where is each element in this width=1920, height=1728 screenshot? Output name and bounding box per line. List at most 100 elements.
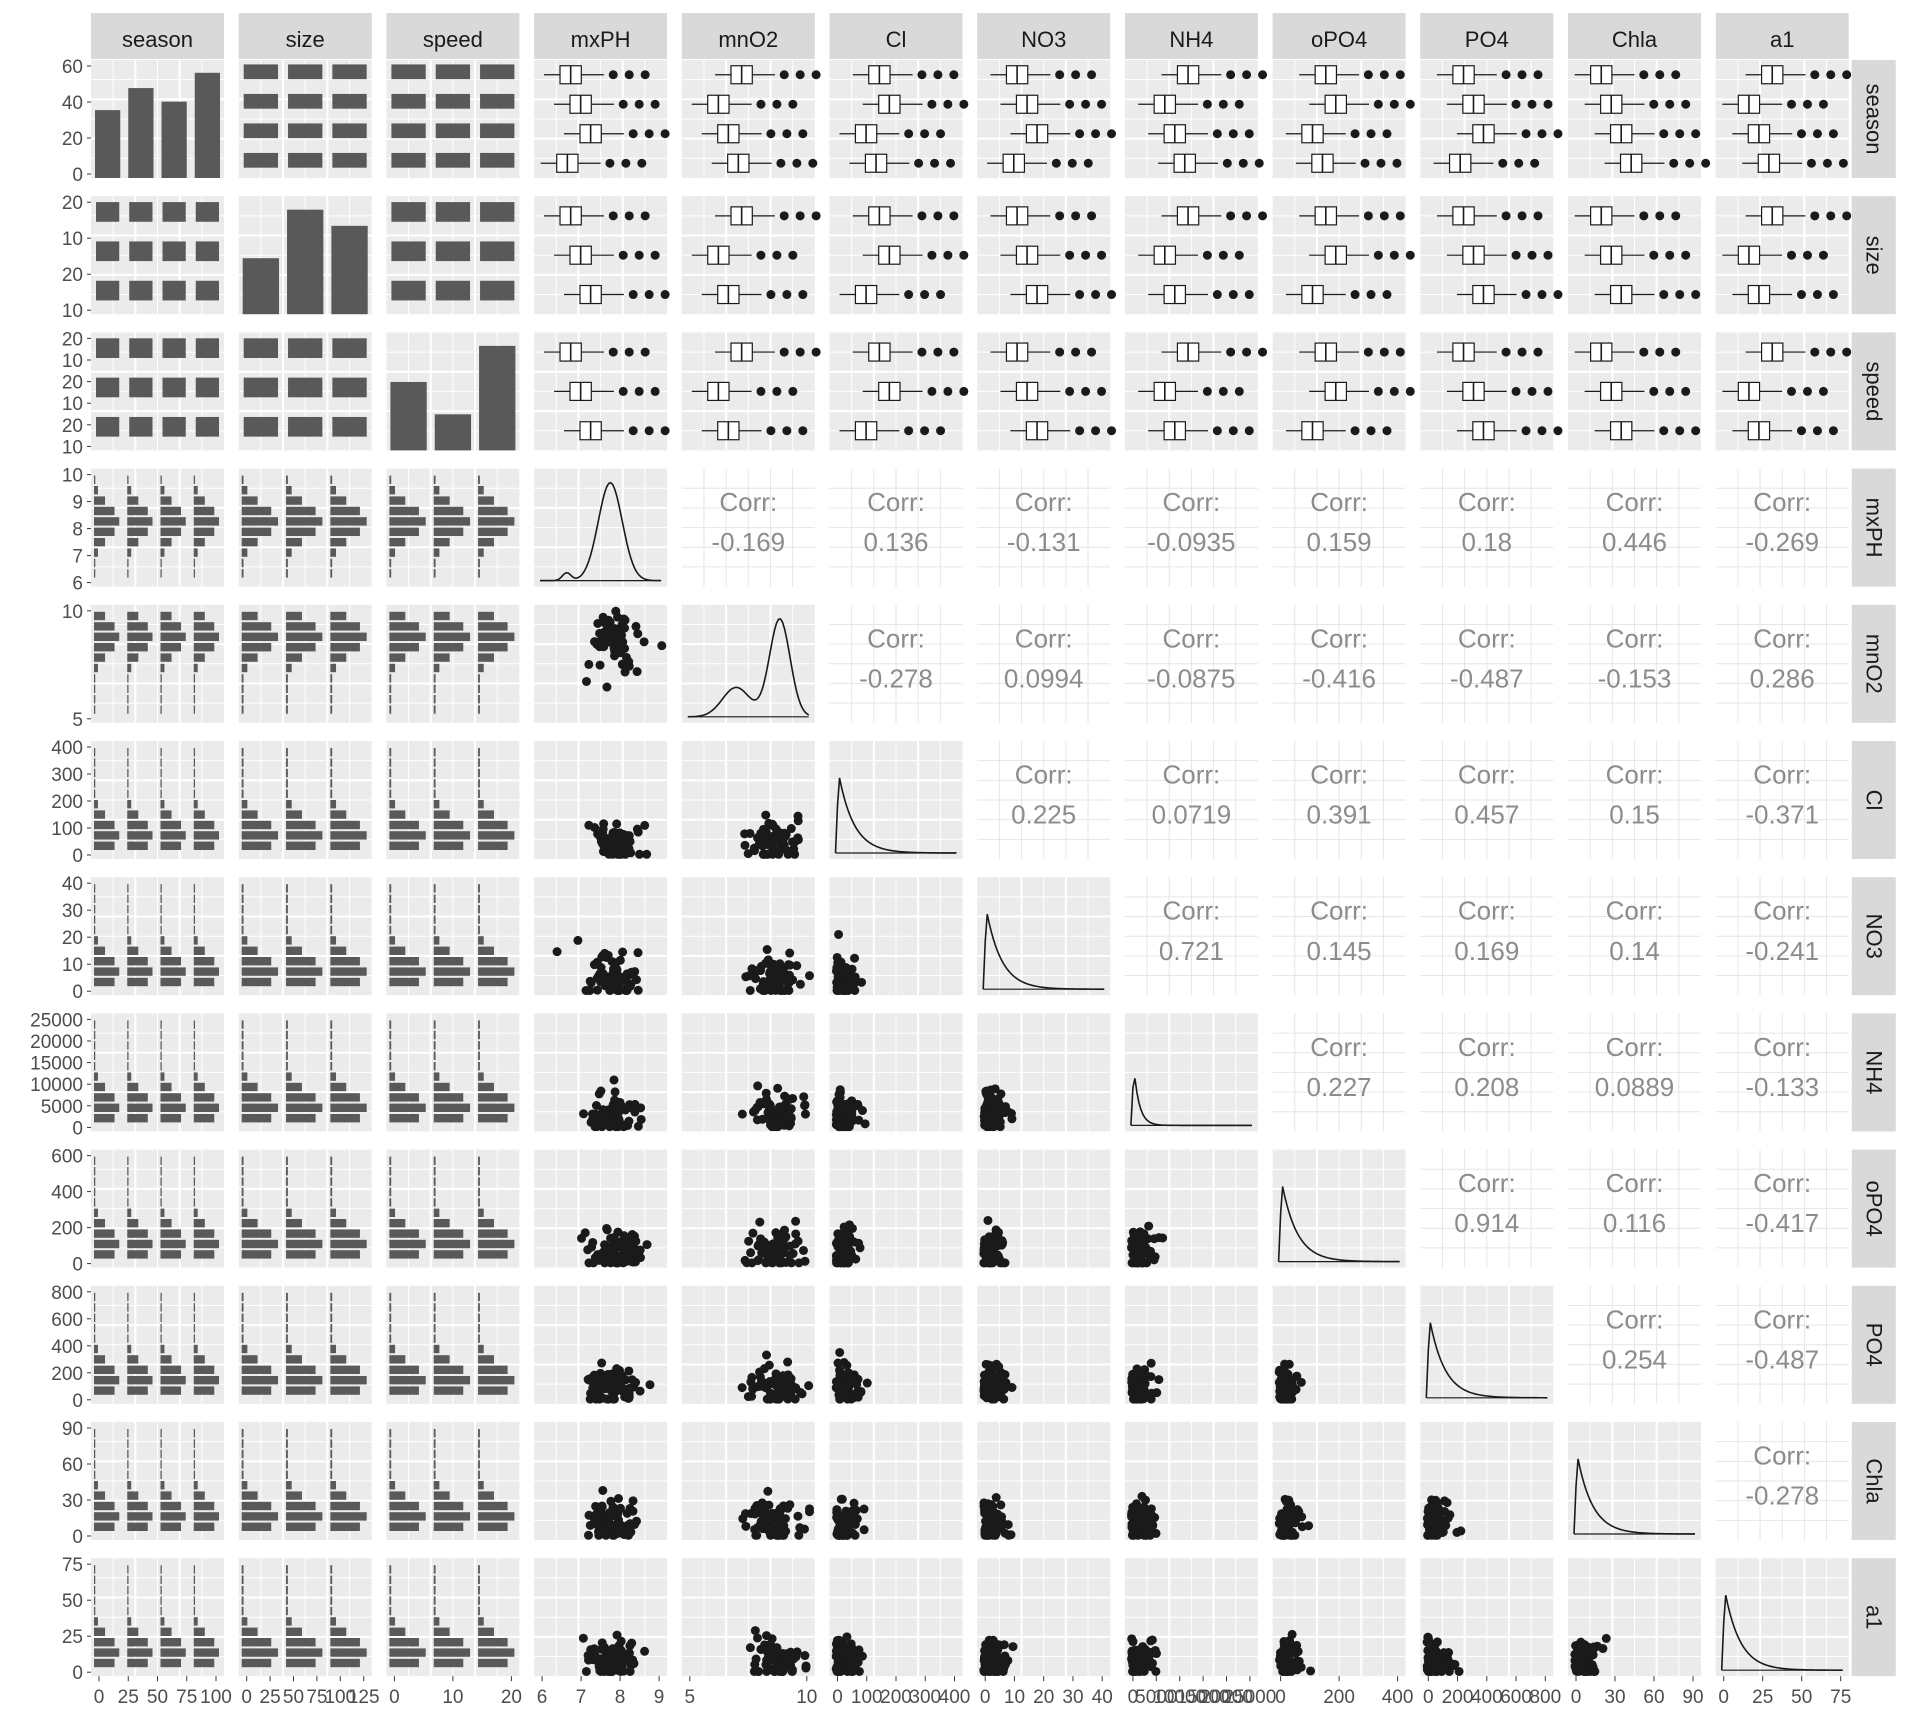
strip-label-mxPH: mxPH (571, 27, 631, 52)
bar (195, 280, 219, 301)
hist-bar (127, 1041, 129, 1050)
hist-bar (160, 1512, 186, 1521)
data-point (600, 948, 610, 958)
panel-mxPH-size (238, 468, 372, 587)
hist-bar (389, 957, 419, 966)
data-point (615, 955, 625, 965)
hist-bar (433, 538, 450, 547)
corr-label: Corr: (1310, 759, 1368, 789)
outlier-point (618, 386, 628, 396)
data-point (762, 945, 772, 955)
hist-bar (127, 1512, 153, 1521)
panel-season-NH4 (1124, 60, 1268, 178)
data-point (786, 1258, 796, 1268)
panel-Cl-speed (386, 741, 520, 859)
hist-bar (193, 1030, 196, 1040)
panel-Cl-PO4: Corr:0.457 (1420, 741, 1554, 859)
hist-bar (433, 1344, 440, 1354)
hist-bar (286, 1103, 323, 1112)
hist-bar (94, 894, 96, 903)
data-point (1146, 1390, 1156, 1400)
data-point (1148, 1521, 1158, 1531)
data-point (1282, 1504, 1292, 1514)
hist-bar (330, 1355, 347, 1364)
corr-label: Corr: (719, 487, 777, 517)
bar (288, 338, 323, 358)
outlier-point (1234, 386, 1244, 396)
data-point (994, 1227, 1004, 1237)
data-point (984, 1507, 994, 1517)
outlier-point (1091, 129, 1101, 139)
data-point (852, 1379, 862, 1389)
hist-bar (193, 527, 215, 536)
panel-Cl-NO3: Corr:0.225 (977, 741, 1111, 859)
hist-bar (286, 894, 288, 903)
data-point (583, 1530, 593, 1540)
hist-bar (94, 663, 98, 673)
bar (391, 202, 426, 222)
data-point (772, 1530, 782, 1540)
hist-bar (286, 1303, 288, 1312)
hist-bar (433, 905, 436, 914)
hist-bar (160, 1020, 162, 1029)
hist-bar (286, 1324, 288, 1333)
hist-bar (433, 967, 471, 976)
hist-bar (127, 1429, 129, 1438)
data-point (992, 1520, 1002, 1530)
panel-season-mxPH (534, 60, 670, 178)
panel-Chla-NH4 (1124, 1422, 1258, 1540)
data-point (987, 1361, 997, 1371)
data-point (765, 967, 775, 977)
hist-bar (94, 1062, 96, 1071)
corr-label: Corr: (1310, 623, 1368, 653)
outlier-point (930, 158, 940, 168)
hist-bar (160, 748, 162, 757)
outlier-point (1701, 158, 1711, 168)
outlier-point (1067, 158, 1077, 168)
row-strip-label-speed: speed (1862, 361, 1887, 421)
hist-bar (160, 632, 186, 641)
outlier-point (1228, 129, 1238, 139)
hist-bar (330, 1093, 360, 1102)
outlier-point (949, 211, 959, 221)
hist-bar (389, 1313, 392, 1322)
hist-bar (433, 622, 464, 631)
hist-bar (127, 894, 129, 903)
outlier-point (772, 99, 782, 109)
hist-bar (330, 946, 347, 955)
panel-Chla-NO3 (977, 1422, 1111, 1540)
panel-mnO2-oPO4: Corr:-0.416 (1272, 604, 1406, 723)
hist-bar (433, 1292, 436, 1302)
outlier-point (1244, 426, 1254, 436)
hist-bar (94, 506, 115, 516)
hist-bar (286, 695, 288, 704)
bar (161, 101, 187, 178)
outlier-point (782, 290, 792, 300)
hist-bar (94, 1491, 106, 1500)
panel-size-mnO2 (681, 196, 821, 315)
outlier-point (1501, 70, 1511, 80)
bar (129, 280, 153, 301)
hist-bar (127, 1344, 132, 1354)
hist-bar (330, 569, 333, 578)
hist-bar (241, 1103, 279, 1112)
panel-PO4-mnO2 (681, 1285, 815, 1404)
data-point (768, 1258, 778, 1268)
outlier-point (1501, 211, 1511, 221)
panel-mxPH-speed (386, 468, 520, 587)
hist-bar (433, 684, 436, 693)
hist-bar (193, 1103, 219, 1112)
data-point (804, 971, 814, 981)
bar (480, 93, 515, 109)
hist-bar (160, 1429, 162, 1438)
hist-bar (433, 663, 440, 673)
data-point (768, 1391, 778, 1401)
panel-NO3-mxPH (534, 877, 668, 996)
hist-bar (433, 486, 440, 495)
data-point (746, 1248, 756, 1258)
hist-bar (389, 1376, 426, 1385)
outlier-point (1659, 290, 1669, 300)
data-point (619, 1122, 629, 1132)
hist-bar (389, 1208, 396, 1217)
hist-bar (389, 653, 406, 662)
